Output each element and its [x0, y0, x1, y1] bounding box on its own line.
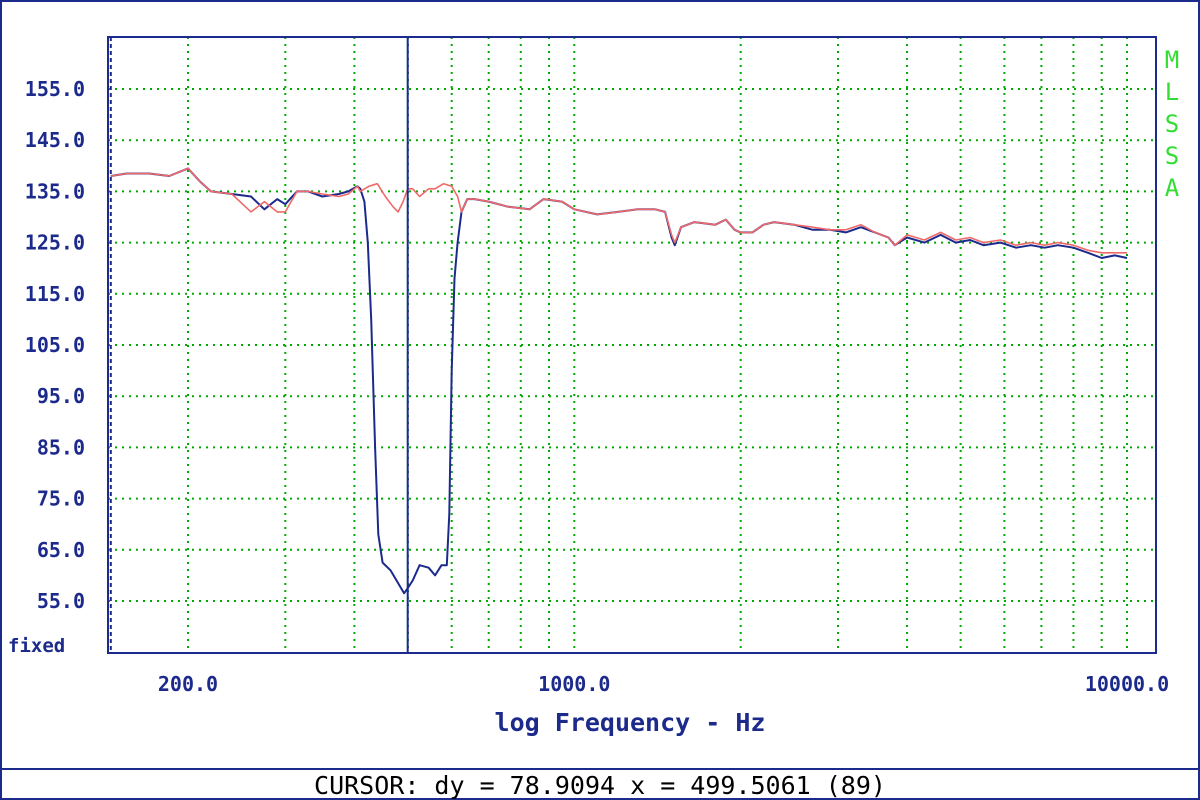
- y-tick-label: 55.0: [37, 589, 85, 613]
- y-tick-label: 105.0: [25, 333, 85, 357]
- cursor-layer[interactable]: [109, 37, 409, 653]
- y-tick-label: 85.0: [37, 435, 85, 459]
- y-tick-label: 135.0: [25, 179, 85, 203]
- side-label-letter: A: [1165, 174, 1180, 202]
- x-axis-label: log Frequency - Hz: [495, 708, 766, 737]
- plot-area-border: [107, 36, 1157, 654]
- side-label-letter: L: [1165, 78, 1179, 106]
- y-tick-labels: 155.0 145.0 135.0 125.0 115.0 105.0 95.0 85.0 75…: [25, 77, 85, 613]
- y-tick-label: 145.0: [25, 128, 85, 152]
- side-label-letter: S: [1165, 142, 1179, 170]
- side-label-letter: S: [1165, 110, 1179, 138]
- series-line-dark: [110, 167, 1128, 595]
- x-tick-label: 200.0: [158, 672, 218, 696]
- x-tick-label: 10000.0: [1085, 672, 1169, 696]
- series-line-light: [110, 167, 1127, 254]
- y-tick-label: 65.0: [37, 538, 85, 562]
- y-tick-label: 115.0: [25, 282, 85, 306]
- grid-lines: [108, 37, 1156, 653]
- y-tick-label: 125.0: [25, 231, 85, 255]
- frequency-response-chart: 155.0 145.0 135.0 125.0 115.0 105.0 95.0 85.0 75…: [8, 36, 1180, 737]
- x-tick-labels: 200.0 1000.0 10000.0: [158, 672, 1169, 696]
- series-layer: [110, 167, 1128, 595]
- side-label-letter: M: [1165, 46, 1179, 74]
- y-tick-label: 75.0: [37, 487, 85, 511]
- cursor-readout: CURSOR: dy = 78.9094 x = 499.5061 (89): [314, 771, 886, 800]
- x-tick-label: 1000.0: [538, 672, 610, 696]
- status-bar: CURSOR: dy = 78.9094 x = 499.5061 (89): [0, 768, 1200, 800]
- y-tick-label: 155.0: [25, 77, 85, 101]
- y-tick-label: 95.0: [37, 384, 85, 408]
- y-scale-mode-label: fixed: [8, 635, 65, 657]
